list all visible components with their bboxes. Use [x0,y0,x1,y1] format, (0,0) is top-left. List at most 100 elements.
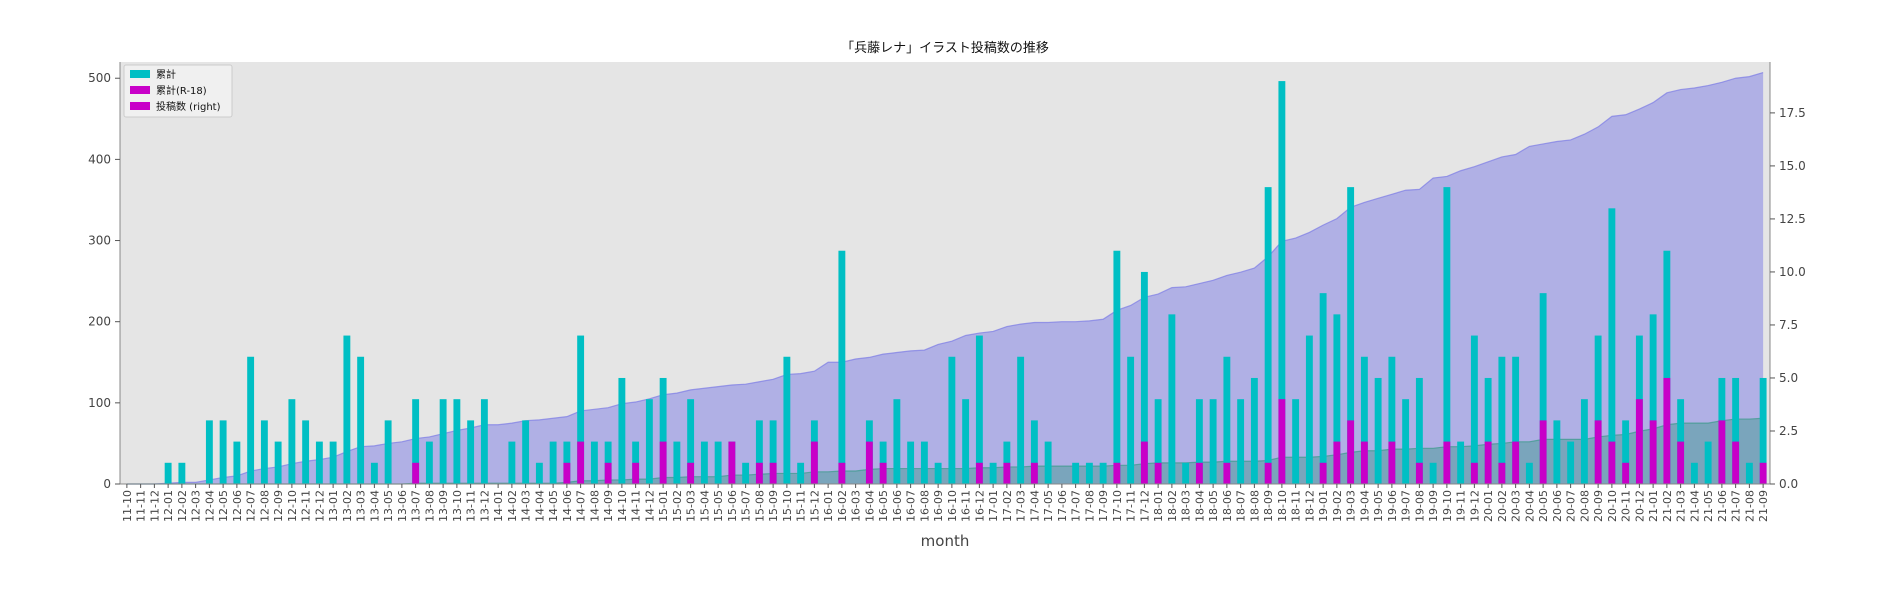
x-tick-label: 14-04 [533,490,546,522]
x-tick-label: 17-11 [1125,490,1138,522]
x-tick-label: 16-05 [877,490,890,522]
legend-label: 累計(R-18) [156,84,207,97]
x-tick-label: 13-02 [341,490,354,522]
x-tick-label: 17-01 [987,490,1000,522]
x-tick-label: 19-10 [1441,490,1454,522]
x-tick-label: 17-06 [1056,490,1069,522]
bar-posts [233,441,241,484]
bar-posts [288,399,296,484]
bar-posts-r18 [1415,462,1423,484]
bar-posts [700,441,708,484]
x-tick-label: 18-03 [1180,490,1193,522]
bar-posts [1209,399,1217,484]
x-tick-label: 17-08 [1083,490,1096,522]
bar-posts [687,399,695,484]
x-tick-label: 14-10 [616,490,629,522]
x-tick-label: 20-04 [1523,490,1536,522]
bar-posts [370,462,378,484]
bar-posts [1292,399,1300,484]
x-tick-label: 19-11 [1455,490,1468,522]
bar-posts [1690,462,1698,484]
bar-posts [1085,462,1093,484]
legend-box [123,64,233,118]
x-tick-label: 15-09 [767,490,780,522]
bar-posts-r18 [1498,462,1506,484]
x-tick-label: 18-11 [1290,490,1303,522]
x-tick-label: 12-11 [300,490,313,522]
bar-posts-r18 [563,462,571,484]
x-tick-label: 21-05 [1702,490,1715,522]
y-tick-label: 300 [88,234,111,248]
bar-posts-r18 [1264,462,1272,484]
x-tick-label: 19-02 [1331,490,1344,522]
bar-posts-r18 [975,462,983,484]
x-tick-label: 11-10 [121,490,134,522]
bar-posts-r18 [1195,462,1203,484]
bar-posts [1415,377,1423,484]
bar-posts [1195,399,1203,484]
x-tick-label: 21-02 [1661,490,1674,522]
y2-tick-label: 0.0 [1779,477,1798,491]
y2-tick-label: 7.5 [1779,318,1798,332]
bar-posts [1759,377,1767,484]
x-tick-label: 20-10 [1606,490,1619,522]
bar-posts [1567,441,1575,484]
bar-posts [907,441,915,484]
x-tick-label: 18-08 [1248,490,1261,522]
x-tick-label: 18-05 [1207,490,1220,522]
x-tick-label: 15-08 [753,490,766,522]
x-tick-label: 13-10 [451,490,464,522]
x-tick-label: 12-05 [217,490,230,522]
x-tick-label: 11-12 [148,490,161,522]
bar-posts [1140,271,1148,484]
y-axis-left: 0 100 200 300 400 500 [88,62,121,491]
bar-posts [1553,420,1561,484]
legend-label: 投稿数 (right) [156,100,221,113]
bar-posts [219,420,227,484]
bar-posts [742,462,750,484]
bar-posts [1580,399,1588,484]
bar-posts [1429,462,1437,484]
x-tick-label: 14-02 [506,490,519,522]
x-tick-label: 12-03 [190,490,203,522]
y2-tick-label: 5.0 [1779,371,1798,385]
x-tick-label: 20-02 [1496,490,1509,522]
x-tick-label: 15-12 [808,490,821,522]
bar-posts [618,377,626,484]
x-tick-label: 18-09 [1262,490,1275,522]
bar-posts [1457,441,1465,484]
bar-posts [1732,377,1740,484]
x-tick-label: 18-07 [1235,490,1248,522]
bar-posts [1402,399,1410,484]
bar-posts-r18 [412,462,420,484]
legend-label: 累計 [156,68,176,81]
x-tick-label: 13-05 [382,490,395,522]
x-tick-label: 13-06 [396,490,409,522]
bar-posts [1470,335,1478,484]
bar-posts [1305,335,1313,484]
x-tick-label: 21-01 [1647,490,1660,522]
bar-posts [1525,462,1533,484]
bar-posts [1168,314,1176,484]
bar-posts [1347,187,1355,484]
x-tick-label: 17-03 [1015,490,1028,522]
bar-posts [577,335,585,484]
bar-posts [1360,356,1368,484]
x-tick-label: 16-06 [891,490,904,522]
bar-posts [1044,441,1052,484]
bar-posts-r18 [1360,441,1368,484]
bar-posts [1484,377,1492,484]
bar-posts-r18 [1512,441,1520,484]
x-tick-label: 21-04 [1688,490,1701,522]
bar-posts [467,420,475,484]
bar-posts [893,399,901,484]
bar-posts [714,441,722,484]
y2-tick-label: 17.5 [1779,106,1806,120]
x-tick-label: 14-08 [588,490,601,522]
bar-posts-r18 [728,441,736,484]
x-tick-label: 18-10 [1276,490,1289,522]
x-tick-label: 16-02 [836,490,849,522]
x-tick-label: 19-09 [1427,490,1440,522]
bar-posts [425,441,433,484]
x-tick-label: 18-06 [1221,490,1234,522]
